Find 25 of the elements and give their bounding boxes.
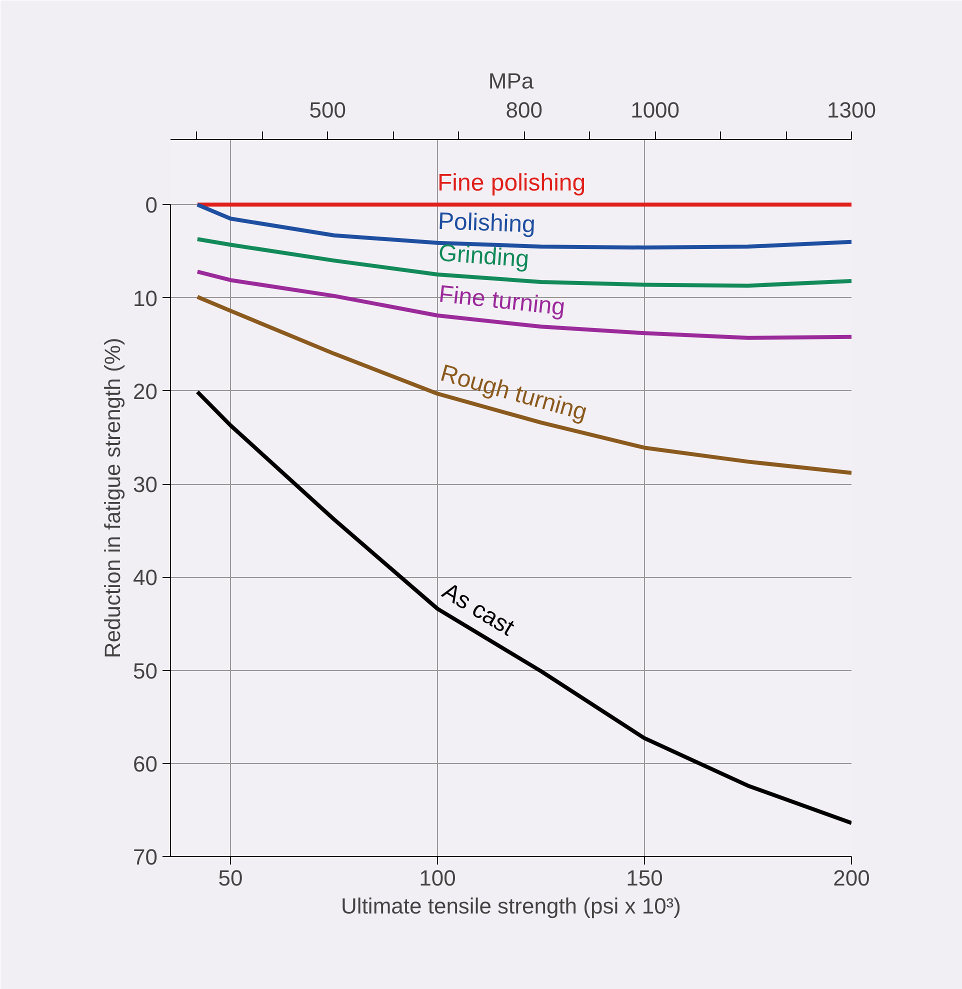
x2-tick-label: 800 [506, 98, 542, 122]
x-tick-label: 50 [218, 866, 243, 890]
y-axis-title: Reduction in fatigue strength (%) [100, 338, 126, 658]
y-tick-label: 10 [133, 286, 158, 311]
series-label: Fine polishing [438, 170, 586, 197]
series-label: Polishing [438, 208, 536, 238]
x-tick-label: 150 [626, 866, 663, 890]
x-tick-label: 200 [833, 866, 870, 890]
x2-tick-label: 1000 [630, 98, 680, 122]
text: Rough turning [438, 360, 590, 426]
y-tick-label: 0 [145, 192, 158, 218]
y-tick-label: 20 [133, 378, 158, 404]
x-tick-label: 100 [419, 866, 456, 890]
text: As cast [438, 578, 520, 642]
y-tick-label: 40 [133, 565, 158, 590]
text: Fine turning [438, 280, 566, 322]
y-tick-label: 70 [133, 844, 158, 870]
y-tick-label: 50 [133, 658, 158, 684]
x2-tick-label: 500 [309, 98, 346, 122]
x2-tick-label: 1300 [827, 98, 876, 122]
x2-axis-title: MPa [488, 68, 534, 94]
x-axis-title: Ultimate tensile strength (psi x 10³) [341, 894, 681, 918]
y-tick-label: 60 [133, 751, 158, 776]
y-tick-label: 30 [133, 472, 158, 498]
series-label: Grinding [438, 240, 530, 274]
